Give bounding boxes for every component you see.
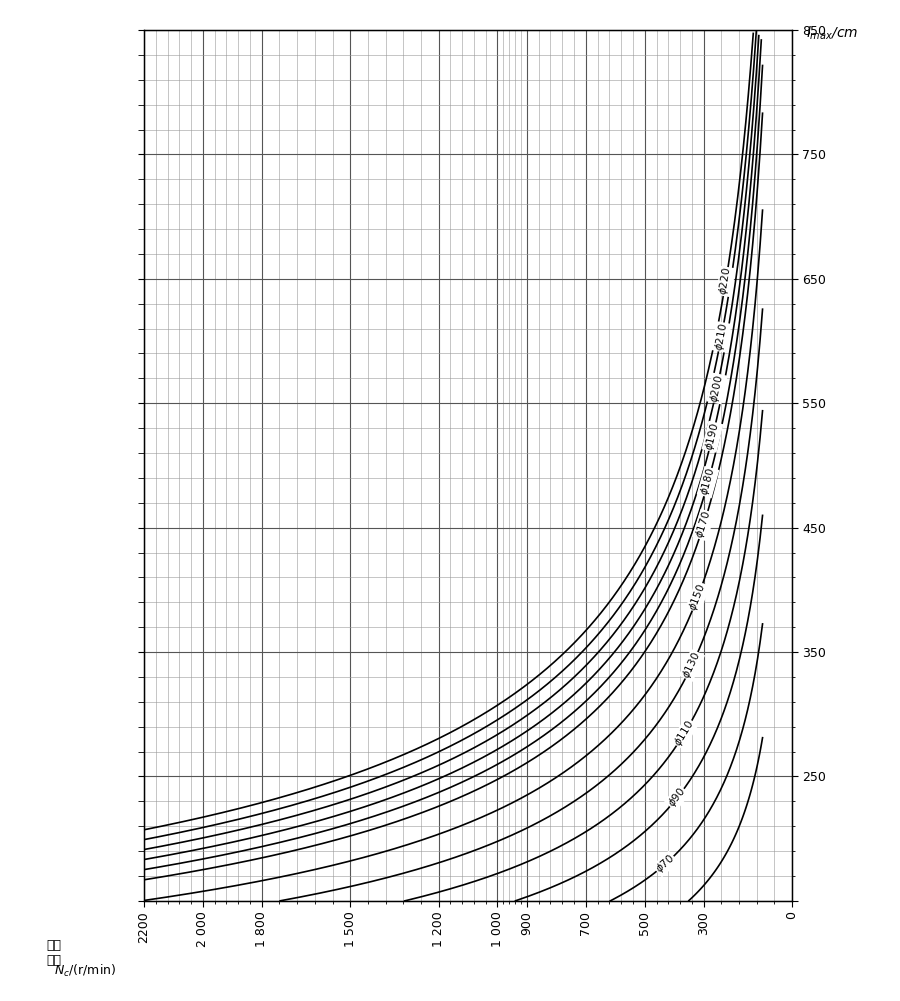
Text: $\phi$90: $\phi$90 xyxy=(665,785,689,811)
Text: $\phi$180: $\phi$180 xyxy=(698,466,718,497)
Text: $\phi$70: $\phi$70 xyxy=(652,852,678,876)
Text: $\phi$130: $\phi$130 xyxy=(680,650,704,681)
Text: 转速: 转速 xyxy=(47,955,61,967)
Text: $N_c$/(r/min): $N_c$/(r/min) xyxy=(54,963,117,979)
Text: $\phi$200: $\phi$200 xyxy=(707,373,726,403)
Text: $\phi$110: $\phi$110 xyxy=(671,718,698,749)
Text: $l_{max}$/cm: $l_{max}$/cm xyxy=(806,25,858,42)
Text: 临界: 临界 xyxy=(47,940,61,952)
Text: $\phi$190: $\phi$190 xyxy=(702,421,723,452)
Text: $\phi$210: $\phi$210 xyxy=(712,322,731,352)
Text: $\phi$170: $\phi$170 xyxy=(693,510,715,541)
Text: $\phi$150: $\phi$150 xyxy=(686,582,709,613)
Text: $\phi$220: $\phi$220 xyxy=(716,266,735,296)
